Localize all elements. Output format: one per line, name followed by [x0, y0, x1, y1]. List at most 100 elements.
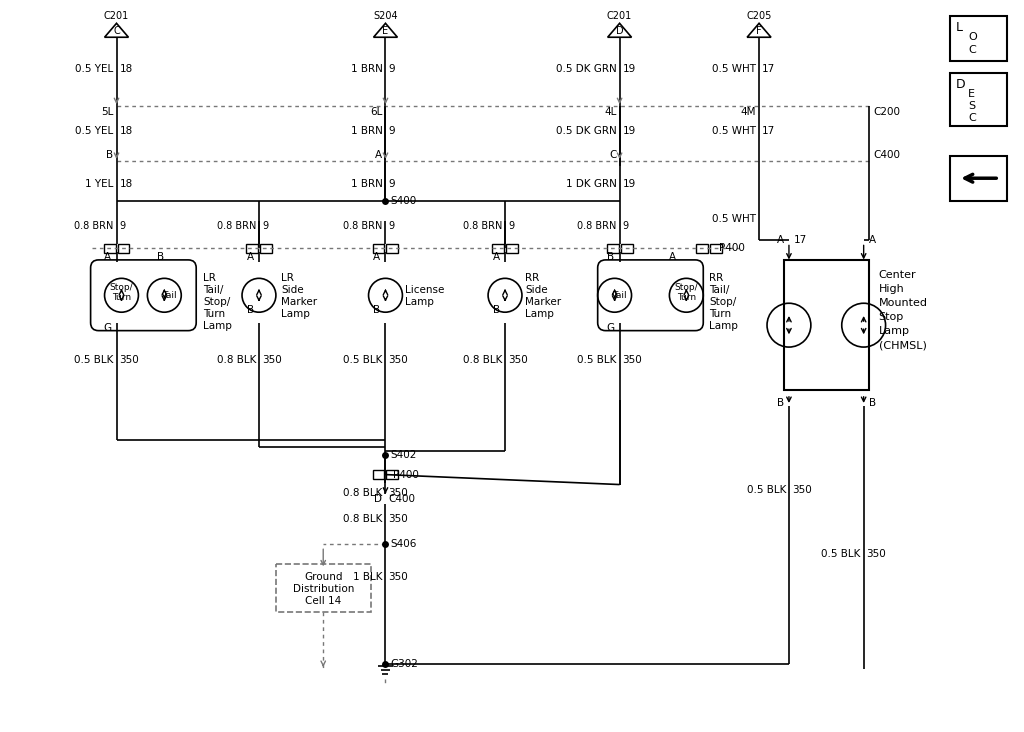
Bar [373, 470, 384, 479]
Text: 0.5 BLK: 0.5 BLK [74, 355, 114, 365]
Text: 350: 350 [388, 515, 409, 524]
Text: 0.5 BLK: 0.5 BLK [821, 549, 860, 559]
Text: Turn: Turn [203, 309, 225, 319]
Text: O: O [969, 32, 977, 42]
Text: A: A [104, 253, 112, 262]
Bar [386, 470, 398, 479]
Text: RR: RR [710, 273, 724, 283]
Text: Stop: Stop [879, 313, 904, 322]
Text: 18: 18 [120, 179, 133, 189]
Text: 0.5 BLK: 0.5 BLK [746, 485, 786, 495]
Text: 18: 18 [120, 126, 133, 136]
Text: 0.8 BRN: 0.8 BRN [578, 220, 616, 231]
Text: 1 DK GRN: 1 DK GRN [565, 179, 616, 189]
Text: D: D [955, 78, 965, 91]
Text: Turn: Turn [710, 309, 731, 319]
Bar [950, 73, 1008, 126]
Text: 350: 350 [120, 355, 139, 365]
Text: Lamp: Lamp [281, 309, 309, 319]
Text: 0.8 BRN: 0.8 BRN [463, 220, 502, 231]
Text: 9: 9 [388, 64, 395, 74]
Text: C: C [969, 113, 976, 123]
Text: B: B [493, 305, 500, 315]
Text: A: A [493, 253, 500, 262]
Text: Lamp: Lamp [525, 309, 554, 319]
Text: 1 YEL: 1 YEL [85, 179, 114, 189]
Text: 0.5 DK GRN: 0.5 DK GRN [556, 64, 616, 74]
Text: LR: LR [203, 273, 216, 283]
Text: A: A [777, 236, 784, 245]
Text: 9: 9 [388, 179, 395, 189]
Text: 1 BRN: 1 BRN [350, 179, 383, 189]
Bar [950, 16, 1008, 61]
Text: 18: 18 [120, 64, 133, 74]
Text: RR: RR [525, 273, 540, 283]
Text: 4L: 4L [604, 107, 616, 117]
Text: 0.8 BLK: 0.8 BLK [343, 488, 383, 498]
Text: C200: C200 [873, 107, 901, 117]
Text: 17: 17 [762, 64, 775, 74]
Text: 1 BLK: 1 BLK [353, 572, 383, 582]
Text: Turn: Turn [112, 293, 131, 302]
Text: 0.5 WHT: 0.5 WHT [712, 126, 756, 136]
Text: High: High [879, 284, 904, 294]
Bar [621, 244, 633, 253]
Text: A: A [868, 236, 876, 245]
Text: Lamp: Lamp [710, 321, 738, 331]
Text: Stop/: Stop/ [710, 297, 736, 307]
Text: A: A [376, 150, 383, 160]
Text: Tail/: Tail/ [203, 285, 223, 295]
Text: C201: C201 [607, 11, 632, 21]
Text: C400: C400 [873, 150, 901, 160]
Text: Lamp: Lamp [879, 326, 909, 336]
Text: 0.8 BLK: 0.8 BLK [217, 355, 256, 365]
Text: 350: 350 [792, 485, 812, 495]
Text: Marker: Marker [281, 297, 317, 307]
Text: LR: LR [281, 273, 294, 283]
Bar [711, 244, 722, 253]
Text: C: C [969, 45, 976, 55]
Text: 9: 9 [262, 220, 268, 231]
Bar [103, 244, 116, 253]
Text: S: S [969, 101, 976, 111]
Text: Tail/: Tail/ [710, 285, 730, 295]
Text: 0.5 BLK: 0.5 BLK [578, 355, 616, 365]
Text: 350: 350 [388, 572, 409, 582]
Text: 9: 9 [120, 220, 126, 231]
Text: B: B [777, 398, 784, 408]
Text: 9: 9 [388, 220, 394, 231]
Text: Lamp: Lamp [203, 321, 232, 331]
Text: 9: 9 [508, 220, 514, 231]
Text: S406: S406 [390, 539, 417, 549]
Text: 0.5 YEL: 0.5 YEL [76, 64, 114, 74]
Text: Cell 14: Cell 14 [305, 596, 341, 606]
Bar [784, 261, 868, 390]
Text: Tail: Tail [612, 291, 627, 300]
Text: 1 BRN: 1 BRN [350, 126, 383, 136]
Text: 9: 9 [623, 220, 629, 231]
Text: Stop/: Stop/ [675, 283, 698, 292]
Text: C205: C205 [746, 11, 772, 21]
Text: P400: P400 [393, 470, 419, 479]
Text: D: D [375, 495, 383, 504]
Text: 0.5 WHT: 0.5 WHT [712, 214, 756, 223]
Text: 6L: 6L [370, 107, 383, 117]
Text: 350: 350 [623, 355, 642, 365]
Bar [275, 564, 371, 612]
Text: 350: 350 [508, 355, 527, 365]
Text: Stop/: Stop/ [203, 297, 230, 307]
Bar [260, 244, 272, 253]
Text: B: B [106, 150, 114, 160]
Bar [118, 244, 129, 253]
Text: B: B [868, 398, 876, 408]
Text: 1 BRN: 1 BRN [350, 64, 383, 74]
Text: S204: S204 [373, 11, 397, 21]
Text: 19: 19 [623, 126, 636, 136]
Text: 0.8 BRN: 0.8 BRN [74, 220, 114, 231]
Text: 17: 17 [762, 126, 775, 136]
Text: (CHMSL): (CHMSL) [879, 340, 927, 350]
Text: 19: 19 [623, 179, 636, 189]
Text: 350: 350 [388, 355, 409, 365]
Text: Marker: Marker [525, 297, 561, 307]
Text: P400: P400 [719, 244, 745, 253]
